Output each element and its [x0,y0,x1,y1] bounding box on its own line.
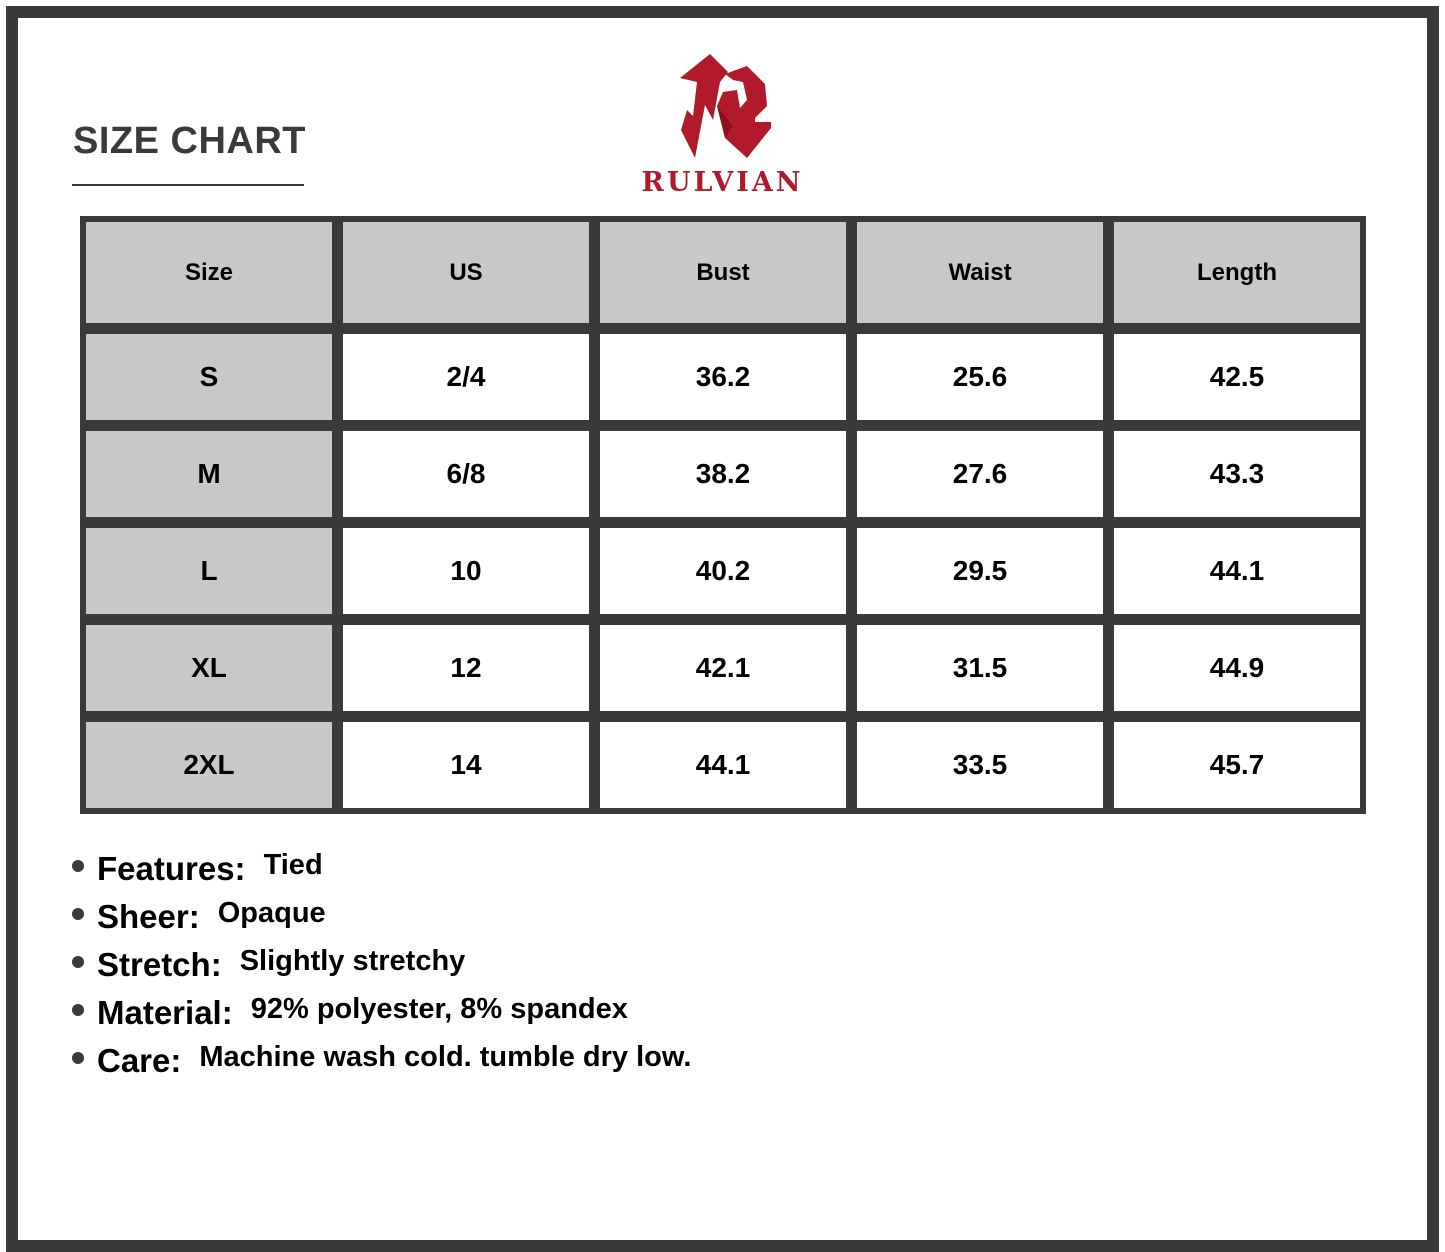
bullet-icon [72,860,84,872]
feature-item: Care: Machine wash cold. tumble dry low. [72,1041,692,1090]
size-table: Size US Bust Waist Length S 2/4 36.2 25.6 42.5 M 6/… [80,216,1366,814]
logo-r-icon [680,54,771,158]
feature-label: Care: [97,1042,182,1079]
feature-value: Tied [263,849,323,881]
feature-item: Stretch: Slightly stretchy [72,945,691,994]
feature-label: Material: [97,994,233,1031]
size-label-cell: M [86,431,332,517]
column-header-us: US [343,222,589,323]
size-label-cell: S [86,334,332,420]
bullet-icon [72,1052,84,1064]
column-header-length: Length [1114,222,1360,323]
table-cell: 29.5 [857,528,1103,614]
table-cell: 12 [343,625,589,711]
table-cell: 25.6 [857,334,1103,420]
page-title: SIZE CHART [73,120,306,162]
brand-logo: RULVIAN [625,50,820,200]
table-cell: 44.1 [1114,528,1360,614]
table-cell: 27.6 [857,431,1103,517]
table-cell: 45.7 [1114,722,1360,808]
table-cell: 31.5 [857,625,1103,711]
table-cell: 38.2 [600,431,846,517]
feature-item: Sheer: Opaque [72,897,691,946]
feature-item: Material: 92% polyester, 8% spandex [72,993,691,1042]
table-cell: 43.3 [1114,431,1360,517]
size-label-cell: 2XL [86,722,332,808]
size-label-cell: L [86,528,332,614]
table-cell: 14 [343,722,589,808]
table-cell: 6/8 [343,431,589,517]
feature-value: Machine wash cold. tumble dry low. [199,1041,692,1073]
size-label-cell: XL [86,625,332,711]
feature-list: Features: Tied Sheer: Opaque Stretch: Slightl… [72,849,692,1090]
table-cell: 2/4 [343,334,589,420]
feature-label: Sheer: [97,898,200,935]
table-cell: 10 [343,528,589,614]
feature-label: Features: [97,850,246,887]
feature-value: Slightly stretchy [239,945,466,977]
bullet-icon [72,908,84,920]
column-header-bust: Bust [600,222,846,323]
table-cell: 33.5 [857,722,1103,808]
table-cell: 36.2 [600,334,846,420]
column-header-size: Size [86,222,332,323]
bullet-icon [72,956,84,968]
feature-item: Features: Tied [72,849,691,898]
feature-value: 92% polyester, 8% spandex [250,993,628,1025]
column-header-waist: Waist [857,222,1103,323]
bullet-icon [72,1004,84,1016]
feature-label: Stretch: [97,946,222,983]
brand-name: RULVIAN [641,167,804,198]
title-underline [72,184,304,186]
table-cell: 42.1 [600,625,846,711]
table-cell: 42.5 [1114,334,1360,420]
feature-value: Opaque [217,897,326,929]
table-cell: 44.9 [1114,625,1360,711]
table-cell: 40.2 [600,528,846,614]
table-cell: 44.1 [600,722,846,808]
